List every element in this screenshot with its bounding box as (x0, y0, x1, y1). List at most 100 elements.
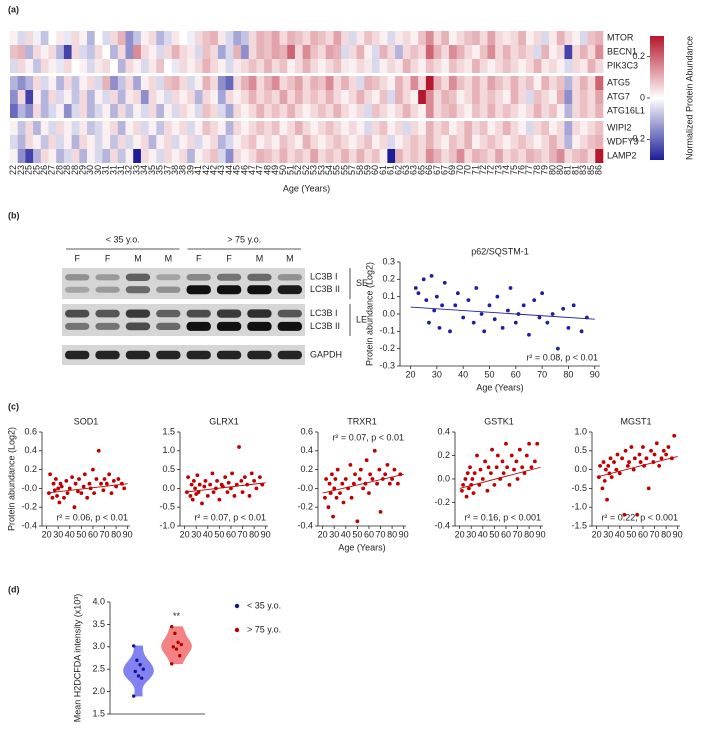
heatmap-cell (248, 31, 257, 45)
heatmap-cell (456, 149, 465, 163)
heatmap-cell (379, 45, 388, 59)
heatmap-cell (202, 90, 211, 104)
heatmap-cell (140, 59, 149, 73)
heatmap-cell (71, 149, 80, 163)
point (507, 482, 512, 487)
heatmap-cell (140, 149, 149, 163)
heatmap-cell (102, 104, 111, 118)
point (348, 463, 353, 467)
heatmap-cell (10, 90, 19, 104)
heatmap-cell (202, 104, 211, 118)
heatmap-cell (310, 121, 319, 135)
heatmap-cell (202, 121, 211, 135)
heatmap-cell (579, 59, 588, 73)
heatmap-cell (341, 45, 350, 59)
heatmap-cell (94, 76, 103, 90)
heatmap-cell (187, 104, 196, 118)
point (535, 441, 540, 446)
heatmap-cell (79, 121, 88, 135)
heatmap-cell (418, 121, 427, 135)
heatmap-cell (356, 45, 365, 59)
heatmap-cell (171, 45, 180, 59)
legend-marker (234, 603, 240, 609)
x-tick-label: 70 (513, 529, 523, 539)
heatmap-cell (402, 45, 411, 59)
heatmap-cell (364, 90, 373, 104)
heatmap-cell (448, 135, 457, 149)
point (193, 486, 197, 491)
heatmap-cell (371, 45, 380, 59)
point (208, 482, 213, 487)
heatmap-cell (25, 31, 34, 45)
heatmap-cell (549, 135, 558, 149)
heatmap-cell (194, 59, 203, 73)
row-label: WIPI2 (607, 122, 632, 132)
heatmap-cell (256, 45, 265, 59)
heatmap-cell (241, 121, 250, 135)
heatmap-cell (572, 121, 581, 135)
point (170, 662, 174, 666)
heatmap-cell (541, 59, 550, 73)
heatmap-cell (464, 121, 473, 135)
column-label: 41 (193, 165, 203, 175)
heatmap-cell (533, 135, 542, 149)
column-label: 53 (316, 165, 326, 175)
heatmap-cell (48, 121, 57, 135)
heatmap-cell (510, 149, 519, 163)
point (179, 642, 183, 647)
heatmap-cell (233, 135, 242, 149)
column-label: 27 (47, 165, 57, 175)
heatmap-cell (225, 76, 234, 90)
annotation: r² = 0.07, p < 0.01 (332, 432, 404, 442)
heatmap-cell (102, 135, 111, 149)
heatmap-cell (595, 121, 604, 135)
heatmap-cell (541, 31, 550, 45)
heatmap-cell (287, 149, 296, 163)
heatmap-cell (56, 149, 65, 163)
blot-band (95, 274, 120, 281)
point (638, 460, 643, 464)
heatmap-cell (264, 104, 273, 118)
row-label: ATG5 (607, 77, 630, 87)
colorbar-tick-label: -0.2 (629, 134, 645, 144)
heatmap-cell (325, 104, 334, 118)
x-tick-label: 90 (261, 529, 271, 539)
heatmap-cell (341, 104, 350, 118)
heatmap-cell (371, 90, 380, 104)
heatmap-cell (318, 104, 327, 118)
heatmap-cell (71, 104, 80, 118)
point (513, 320, 518, 325)
column-label: 69 (447, 165, 457, 175)
point (463, 477, 468, 481)
column-label: 49 (270, 165, 280, 175)
heatmap-cell (279, 76, 288, 90)
heatmap-cell (556, 90, 565, 104)
column-label: 28 (70, 165, 80, 175)
x-tick-label: 40 (458, 369, 468, 379)
heatmap-cell (310, 59, 319, 73)
column-label: 75 (509, 165, 519, 175)
heatmap-cell (556, 104, 565, 118)
point (73, 481, 78, 486)
heatmap-cell (279, 104, 288, 118)
violin (161, 626, 192, 665)
heatmap-cell (433, 149, 442, 163)
heatmap-cell (140, 135, 149, 149)
point (615, 452, 620, 457)
heatmap-cell (233, 59, 242, 73)
point (355, 519, 360, 524)
x-tick-label: 30 (191, 529, 201, 539)
heatmap-cell (110, 45, 119, 59)
heatmap-cell (533, 90, 542, 104)
x-tick-label: 40 (478, 529, 488, 539)
heatmap-cell (302, 45, 311, 59)
point (116, 477, 121, 481)
blot-band (125, 322, 151, 331)
point (512, 467, 516, 472)
point (486, 465, 491, 470)
column-label: 38 (170, 165, 180, 175)
heatmap-cell (333, 45, 342, 59)
axis (399, 262, 600, 367)
heatmap-cell (233, 45, 242, 59)
heatmap-cell (287, 135, 296, 149)
